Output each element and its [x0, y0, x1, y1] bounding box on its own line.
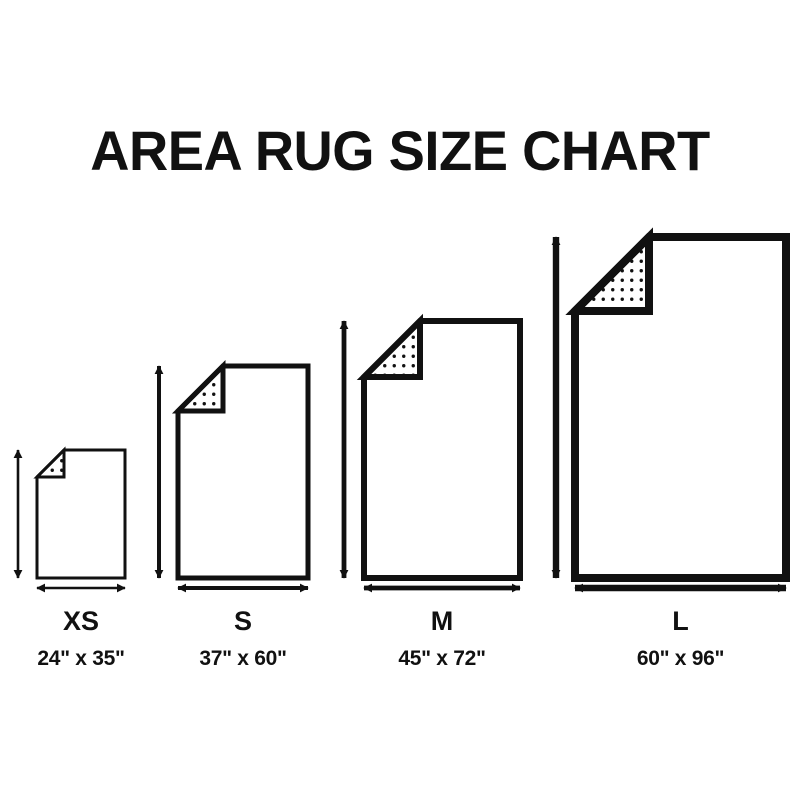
- dimensions-label-s: 37" x 60": [199, 647, 286, 670]
- rug-fold-corner: [356, 313, 423, 380]
- page-title: AREA RUG SIZE CHART: [90, 119, 710, 182]
- dimensions-label-xs: 24" x 35": [37, 647, 124, 670]
- rug-fold-corner: [565, 227, 653, 315]
- dimensions-label-l: 60" x 96": [637, 647, 724, 670]
- size-label-m: M: [431, 606, 454, 636]
- rug-fold-corner: [33, 446, 66, 479]
- rug-figure-m: M 45" x 72": [339, 313, 523, 670]
- size-label-xs: XS: [63, 606, 99, 636]
- rug-fold-corner: [171, 359, 226, 414]
- size-label-l: L: [672, 606, 689, 636]
- dimensions-label-m: 45" x 72": [398, 647, 485, 670]
- rug-figure-xs: XS 24" x 35": [13, 446, 127, 670]
- rug-figure-l: L 60" x 96": [551, 227, 790, 670]
- rug-figure-s: S 37" x 60": [154, 359, 311, 670]
- size-label-s: S: [234, 606, 252, 636]
